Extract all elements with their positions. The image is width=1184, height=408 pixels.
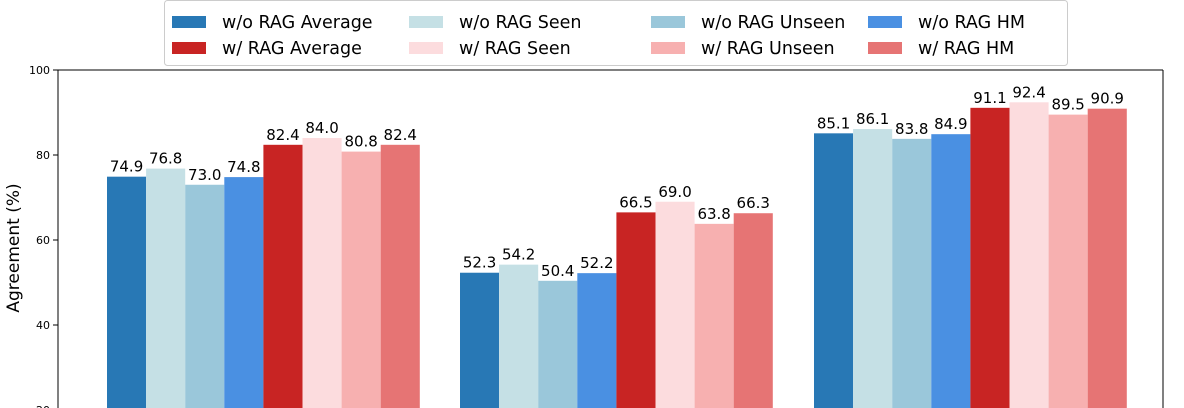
legend-swatch bbox=[868, 16, 902, 28]
legend-label: w/ RAG Seen bbox=[459, 39, 571, 59]
legend-label: w/ RAG Average bbox=[222, 39, 362, 59]
bar-value-label: 63.8 bbox=[697, 205, 730, 223]
bar-value-label: 85.1 bbox=[817, 114, 850, 132]
bar-value-label: 86.1 bbox=[856, 110, 889, 128]
bar-1-group-2 bbox=[460, 272, 500, 408]
bar-labels-layer: 74.9 52.3 85.1 76.8 54.2 86.1 73.0 50.4 83.8 74.8… bbox=[110, 83, 1124, 279]
bar-value-label: 80.8 bbox=[344, 133, 377, 151]
bar-value-label: 91.1 bbox=[973, 89, 1006, 107]
legend-swatch bbox=[651, 16, 685, 28]
bar-value-label: 84.0 bbox=[305, 119, 338, 137]
bar-value-label: 83.8 bbox=[895, 120, 928, 138]
bar-value-label: 52.2 bbox=[580, 254, 613, 272]
bar-value-label: 50.4 bbox=[541, 262, 574, 280]
legend-frame bbox=[164, 0, 1068, 66]
bar-value-label: 92.4 bbox=[1012, 83, 1045, 101]
bar-4-group-3 bbox=[931, 134, 971, 408]
legend-swatch bbox=[172, 16, 206, 28]
bars-layer bbox=[107, 102, 1127, 408]
bar-2-group-2 bbox=[499, 264, 539, 408]
legend: w/o RAG Average w/o RAG Seen w/o RAG Unsee… bbox=[164, 0, 1068, 66]
bar-value-label: 76.8 bbox=[149, 150, 182, 168]
bar-3-group-2 bbox=[538, 280, 578, 408]
bar-value-label: 66.5 bbox=[619, 193, 652, 211]
bar-5-group-2 bbox=[616, 212, 656, 408]
bar-value-label: 74.9 bbox=[110, 158, 143, 176]
bar-7-group-2 bbox=[694, 223, 734, 408]
y-tick-label-100: 100 bbox=[29, 64, 50, 77]
bar-3-group-1 bbox=[185, 184, 225, 408]
bar-value-label: 90.9 bbox=[1091, 90, 1124, 108]
bar-4-group-1 bbox=[224, 177, 264, 408]
legend-swatch bbox=[651, 42, 685, 54]
y-tick-label-40: 40 bbox=[36, 319, 50, 332]
legend-swatch bbox=[868, 42, 902, 54]
bar-5-group-3 bbox=[970, 107, 1010, 408]
bar-4-group-2 bbox=[577, 273, 617, 408]
bar-value-label: 82.4 bbox=[384, 126, 417, 144]
bar-5-group-1 bbox=[263, 144, 303, 408]
bar-value-label: 82.4 bbox=[266, 126, 299, 144]
bar-8-group-3 bbox=[1087, 108, 1127, 408]
bar-6-group-2 bbox=[655, 201, 695, 408]
bar-6-group-3 bbox=[1009, 102, 1049, 408]
bar-value-label: 66.3 bbox=[737, 194, 770, 212]
bar-8-group-1 bbox=[380, 144, 420, 408]
bar-value-label: 89.5 bbox=[1051, 96, 1084, 114]
bar-2-group-1 bbox=[146, 168, 186, 408]
legend-label: w/ RAG HM bbox=[918, 39, 1014, 59]
y-tick-label-20: 20 bbox=[36, 404, 50, 408]
bar-value-label: 74.8 bbox=[227, 158, 260, 176]
legend-swatch bbox=[172, 42, 206, 54]
legend-label: w/o RAG Seen bbox=[459, 13, 581, 33]
y-tick-label-80: 80 bbox=[36, 149, 50, 162]
bar-3-group-3 bbox=[892, 138, 932, 408]
bar-value-label: 69.0 bbox=[658, 183, 691, 201]
bar-value-label: 73.0 bbox=[188, 166, 221, 184]
bar-1-group-3 bbox=[814, 133, 854, 408]
legend-swatch bbox=[409, 16, 443, 28]
y-axis-label: Agreement (%) bbox=[4, 183, 24, 312]
legend-label: w/o RAG Average bbox=[222, 13, 373, 33]
bar-1-group-1 bbox=[107, 176, 147, 408]
legend-label: w/o RAG HM bbox=[918, 13, 1025, 33]
axes-layer bbox=[57, 69, 1164, 408]
bar-value-label: 84.9 bbox=[934, 115, 967, 133]
y-tick-label-60: 60 bbox=[36, 234, 50, 247]
legend-label: w/ RAG Unseen bbox=[701, 39, 835, 59]
legend-swatch bbox=[409, 42, 443, 54]
legend-label: w/o RAG Unseen bbox=[701, 13, 845, 33]
bar-7-group-3 bbox=[1048, 114, 1088, 408]
bar-value-label: 52.3 bbox=[463, 254, 496, 272]
bar-8-group-2 bbox=[733, 213, 773, 408]
bar-2-group-3 bbox=[853, 129, 893, 408]
y-ticks-layer: 20 40 60 80 100 bbox=[29, 64, 58, 408]
bar-7-group-1 bbox=[341, 151, 381, 408]
bar-6-group-1 bbox=[302, 138, 342, 408]
bar-value-label: 54.2 bbox=[502, 246, 535, 264]
